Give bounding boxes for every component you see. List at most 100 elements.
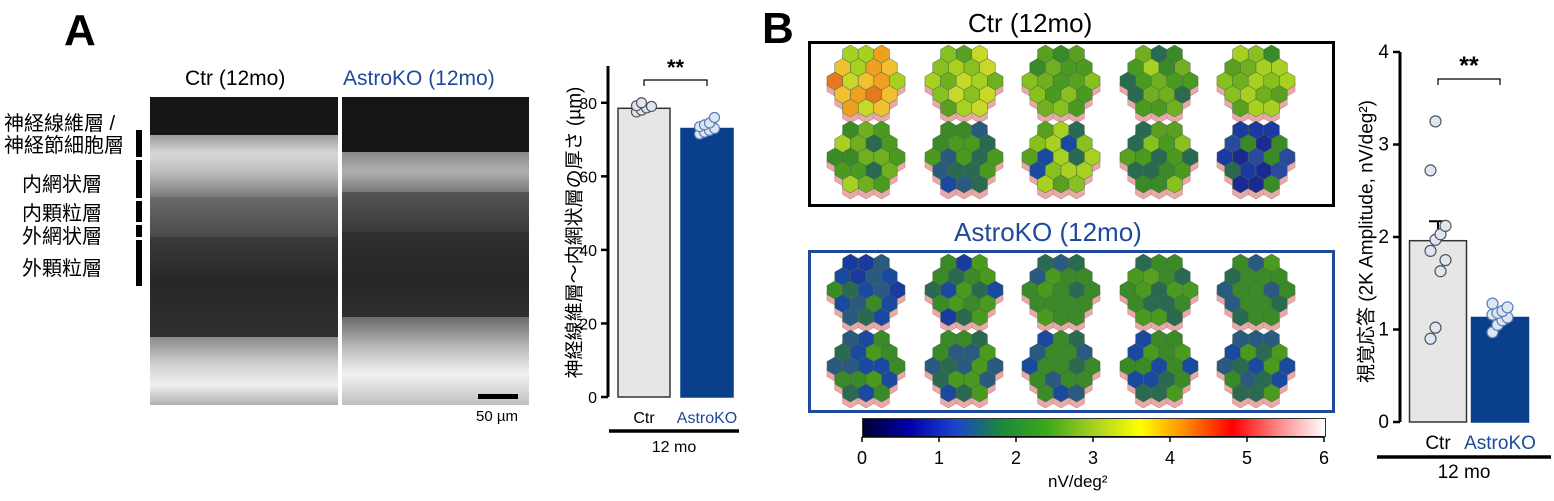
hex-map — [1119, 253, 1199, 333]
hex-map — [1021, 329, 1101, 409]
group-label: 12 mo — [652, 439, 697, 456]
layer-label-inl: 内顆粒層 — [22, 203, 102, 225]
oct-ctr-image — [150, 97, 338, 405]
hex-cell — [1263, 98, 1280, 118]
hex-map — [1216, 329, 1296, 409]
hex-map — [826, 329, 906, 409]
y-tick-label: 2 — [1378, 227, 1389, 248]
hex-map — [924, 120, 1004, 200]
hex-cell — [1166, 383, 1183, 403]
bar-ctr — [617, 107, 671, 398]
hex-cell — [1068, 383, 1085, 403]
oct-ctr-title: Ctr (12mo) — [185, 67, 286, 90]
hex-cell — [1166, 174, 1183, 194]
chart-a: 0 20 40 60 80 Ctr AstroKO 12 mo ** — [579, 55, 739, 456]
mea-ko-box — [808, 250, 1335, 413]
colorbar-axis: 0 1 2 3 4 5 6 — [857, 436, 1329, 468]
layer-bar-3 — [136, 201, 142, 222]
hex-map — [924, 329, 1004, 409]
scale-bar-line — [478, 394, 518, 399]
mea-ctr-box — [808, 41, 1335, 207]
hex-map — [1216, 120, 1296, 200]
hex-cell — [1068, 307, 1085, 327]
hex-map — [826, 44, 906, 124]
y-tick-label: 1 — [1378, 320, 1389, 341]
hex-cell — [971, 174, 988, 194]
hex-map — [924, 253, 1004, 333]
hex-cell — [1263, 174, 1280, 194]
data-point — [1429, 115, 1442, 128]
hex-map — [1021, 120, 1101, 200]
hex-cell — [873, 174, 890, 194]
mea-ctr-maps — [826, 44, 1296, 200]
layer-label-nfl-gcl: 神経線維層 / 神経節細胞層 — [4, 113, 124, 157]
colorbar-tick-label: 2 — [1011, 448, 1021, 468]
hex-map — [1119, 44, 1199, 124]
y-tick-label: 60 — [579, 169, 597, 186]
hex-map — [826, 120, 906, 200]
hex-cell — [971, 307, 988, 327]
data-point — [1439, 219, 1452, 232]
x-label-astroko: AstroKO — [1464, 433, 1536, 454]
layer-label-onl: 外顆粒層 — [22, 258, 102, 280]
y-tick-label: 40 — [579, 243, 597, 260]
y-tick-label: 80 — [579, 96, 597, 113]
hex-cell — [1166, 307, 1183, 327]
significance-bracket — [643, 79, 708, 86]
oct-ko-image — [342, 97, 529, 405]
hex-map — [1119, 120, 1199, 200]
y-tick-label: 4 — [1378, 42, 1389, 63]
data-point — [1429, 321, 1442, 334]
data-point — [1486, 297, 1499, 310]
data-point — [1424, 332, 1437, 345]
group-label: 12 mo — [1438, 462, 1491, 483]
data-point — [708, 111, 721, 124]
hex-map — [826, 253, 906, 333]
x-label-ctr: Ctr — [633, 410, 655, 427]
colorbar-tick-label: 1 — [934, 448, 944, 468]
data-point — [1424, 164, 1437, 177]
hex-cell — [1068, 98, 1085, 118]
chart-b: 0 1 2 3 4 Ctr AstroKO 12 mo ** — [1377, 42, 1551, 483]
layer-bar-5 — [136, 240, 142, 286]
hex-cell — [1263, 307, 1280, 327]
y-tick-label: 0 — [588, 390, 597, 407]
bar-astroko — [1470, 316, 1530, 423]
bar-astroko — [680, 127, 734, 398]
hex-cell — [873, 307, 890, 327]
hex-cell — [971, 383, 988, 403]
layer-bar-4 — [136, 225, 142, 237]
y-tick-label: 3 — [1378, 135, 1389, 156]
y-tick-label: 0 — [1378, 412, 1389, 433]
significance-label: ** — [1459, 52, 1479, 80]
colorbar-tick-label: 6 — [1319, 448, 1329, 468]
oct-ko-title: AstroKO (12mo) — [343, 67, 495, 90]
data-point — [1501, 301, 1514, 314]
colorbar-label: nV/deg² — [1048, 472, 1108, 491]
significance-label: ** — [667, 55, 685, 80]
colorbar — [862, 418, 1326, 437]
mea-ko-maps — [826, 253, 1296, 409]
colorbar-tick-label: 4 — [1165, 448, 1175, 468]
hex-map — [1216, 44, 1296, 124]
layer-label-opl: 外網状層 — [22, 226, 102, 248]
x-label-astroko: AstroKO — [677, 410, 737, 427]
layer-label-ipl: 内網状層 — [22, 174, 102, 196]
data-point — [1434, 265, 1447, 278]
hex-map — [1216, 253, 1296, 333]
data-point — [645, 100, 658, 113]
data-point — [635, 97, 648, 109]
colorbar-tick-label: 3 — [1088, 448, 1098, 468]
hex-cell — [873, 98, 890, 118]
data-point — [1424, 244, 1437, 257]
y-tick-label: 20 — [579, 316, 597, 333]
hex-map — [1021, 253, 1101, 333]
x-label-ctr: Ctr — [1425, 433, 1451, 454]
mea-ko-title: AstroKO (12mo) — [954, 217, 1142, 247]
hex-map — [924, 44, 1004, 124]
panel-b-letter: B — [762, 4, 794, 53]
hex-map — [1119, 329, 1199, 409]
layer-bar-2 — [136, 160, 142, 198]
colorbar-tick-label: 0 — [857, 448, 867, 468]
panel-a-letter: A — [64, 6, 96, 55]
